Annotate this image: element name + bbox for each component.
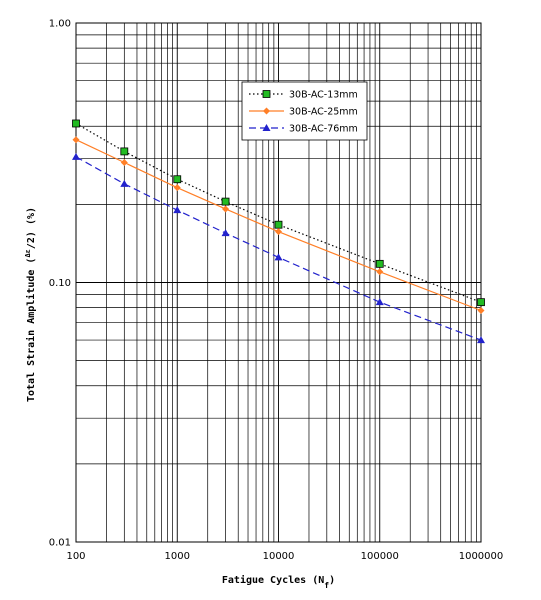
x-axis-title-subscript: f [324,581,329,590]
data-point-diamond [263,107,270,115]
series-layer [72,119,485,344]
data-point-triangle [221,229,230,237]
data-point-triangle [375,298,384,306]
x-tick-label: 100000 [361,551,399,562]
data-point-square [274,220,283,229]
data-point-triangle [120,179,129,187]
data-point-diamond [477,307,485,315]
data-point-square [72,119,80,128]
data-point-triangle [274,253,283,261]
data-point-diamond [275,228,282,236]
data-point-diamond [120,159,128,167]
legend-label: 30B-AC-76mm [289,124,358,135]
data-point-diamond [72,136,80,144]
data-point-square [221,197,230,206]
x-axis-title: Fatigue Cycles (Nf) [222,574,335,590]
y-axis-title-end: /2) (%) [26,207,37,249]
y-tick-label: 0.10 [49,278,71,289]
data-point-triangle [72,152,80,160]
legend-label: 30B-AC-25mm [289,107,358,118]
data-point-square [120,147,129,156]
data-point-square [262,90,271,98]
plot-frame [75,22,482,543]
x-tick-label: 1000000 [459,551,504,562]
svg-text:Total Strain Amplitude (Δε/2): Total Strain Amplitude (Δε/2) (%) [24,207,37,402]
data-point-square [173,175,182,184]
data-point-triangle [262,124,271,131]
y-axis-title-symbol: Δε [24,249,32,257]
x-tick-label: 1000 [165,551,190,562]
y-tick-label: 1.00 [49,19,71,30]
series-2 [72,136,485,315]
x-tick-label: 100 [66,551,85,562]
x-axis-title-end: ) [329,575,335,586]
y-axis-title: Total Strain Amplitude (Δε/2) (%) [24,207,37,402]
series-3 [72,152,485,344]
tick-labels: 100 1000 10000 100000 1000000 0.01 0.10 1.00 [49,19,504,563]
y-axis-title-main: Total Strain Amplitude ( [25,258,37,403]
legend: 30B-AC-13mm 30B-AC-25mm 30B-AC-76mm [241,81,368,141]
y-tick-label: 0.01 [49,538,71,549]
series-1 [72,119,485,307]
data-point-diamond [222,205,230,213]
x-tick-label: 10000 [263,551,295,562]
data-point-square [375,259,384,268]
legend-label: 30B-AC-13mm [289,90,358,101]
grid [76,23,481,542]
data-point-diamond [376,268,384,276]
data-point-square [477,298,485,307]
data-point-triangle [477,336,485,344]
x-axis-title-main: Fatigue Cycles (N [222,574,324,586]
data-point-diamond [173,184,181,192]
data-point-triangle [173,206,182,214]
